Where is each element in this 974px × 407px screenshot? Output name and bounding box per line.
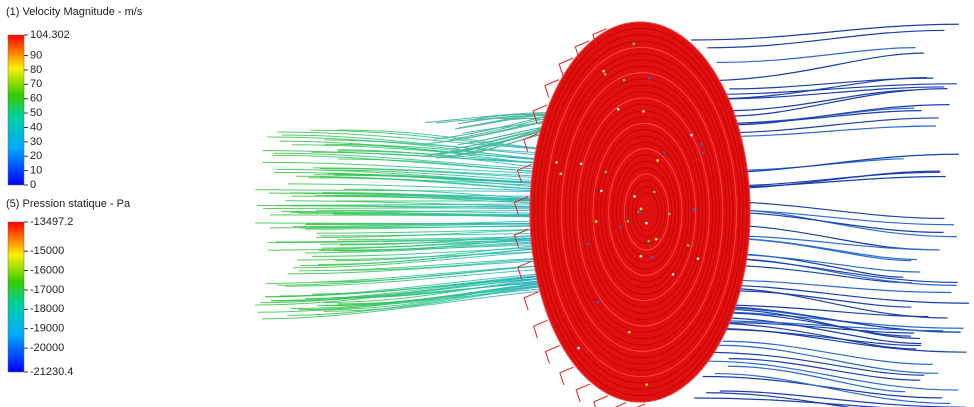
- tick-label: 0: [30, 179, 36, 191]
- tick-label: -16000: [30, 264, 64, 276]
- speck: [700, 143, 703, 146]
- tick-label: -15000: [30, 245, 64, 257]
- speck: [656, 159, 659, 162]
- speck: [690, 134, 693, 137]
- speck: [633, 195, 636, 198]
- tick-label: 90: [30, 49, 42, 61]
- speck: [617, 108, 620, 111]
- speck: [600, 190, 603, 193]
- tick-label: -17000: [30, 284, 64, 296]
- viewport: (1) Velocity Magnitude - m/s 104.302 90 80 7…: [0, 0, 974, 407]
- color-bar: [8, 222, 24, 372]
- tick-label: 50: [30, 107, 42, 119]
- tick-label: -13497.2: [30, 216, 73, 228]
- tick-label: 60: [30, 93, 42, 105]
- tick-label: -20000: [30, 342, 64, 354]
- speck: [595, 220, 598, 223]
- streamline: [706, 352, 925, 375]
- speck: [702, 151, 705, 154]
- speck: [645, 383, 648, 386]
- speck: [687, 244, 690, 247]
- speck: [697, 257, 700, 260]
- speck: [586, 243, 589, 246]
- streamline: [719, 126, 936, 137]
- tick-label: 20: [30, 150, 42, 162]
- speck: [640, 255, 643, 258]
- color-bar: [8, 35, 24, 185]
- tick-label: -21230.4: [30, 366, 73, 378]
- blade: [560, 367, 574, 385]
- speck: [628, 331, 631, 334]
- tick-label: 30: [30, 136, 42, 148]
- tick-label: 70: [30, 78, 42, 90]
- speck: [645, 222, 648, 225]
- legend-title: (1) Velocity Magnitude - m/s: [6, 6, 143, 18]
- legend-title: (5) Pression statique - Pa: [6, 198, 131, 210]
- speck: [653, 190, 656, 193]
- tick-label: 10: [30, 165, 42, 177]
- speck: [577, 347, 580, 350]
- legends: (1) Velocity Magnitude - m/s 104.302 90 80 7…: [6, 6, 143, 378]
- speck: [619, 226, 622, 229]
- blade: [546, 346, 560, 364]
- blade: [576, 384, 590, 402]
- tick-label: 104.302: [30, 29, 70, 41]
- speck: [693, 208, 696, 211]
- streamline: [715, 118, 939, 133]
- speck: [648, 77, 651, 80]
- speck: [555, 161, 558, 164]
- blade: [534, 320, 548, 338]
- streamline: [706, 393, 944, 407]
- speck: [642, 110, 645, 113]
- speck: [640, 207, 643, 210]
- speck: [647, 240, 650, 243]
- tick-label: 40: [30, 121, 42, 133]
- blade: [524, 292, 538, 310]
- speck: [602, 70, 605, 73]
- streamline: [713, 329, 966, 353]
- speck: [605, 171, 608, 174]
- flow-scene: [255, 22, 969, 407]
- speck: [650, 256, 653, 259]
- streamline: [691, 24, 959, 40]
- tick-label: 80: [30, 64, 42, 76]
- tick-label: -18000: [30, 303, 64, 315]
- speck: [663, 152, 666, 155]
- speck: [580, 163, 583, 166]
- speck: [623, 79, 626, 82]
- page: (1) Velocity Magnitude - m/s 104.302 90 80 7…: [0, 0, 974, 407]
- blade: [612, 403, 626, 407]
- speck: [672, 273, 675, 276]
- speck: [632, 42, 635, 45]
- speck: [627, 220, 630, 223]
- streamline: [717, 48, 916, 63]
- speck: [655, 238, 658, 241]
- speck: [560, 172, 563, 175]
- speck: [604, 73, 607, 76]
- speck: [668, 213, 671, 216]
- tick-label: -19000: [30, 323, 64, 335]
- speck: [639, 211, 642, 214]
- speck: [597, 301, 600, 304]
- blade: [594, 396, 608, 407]
